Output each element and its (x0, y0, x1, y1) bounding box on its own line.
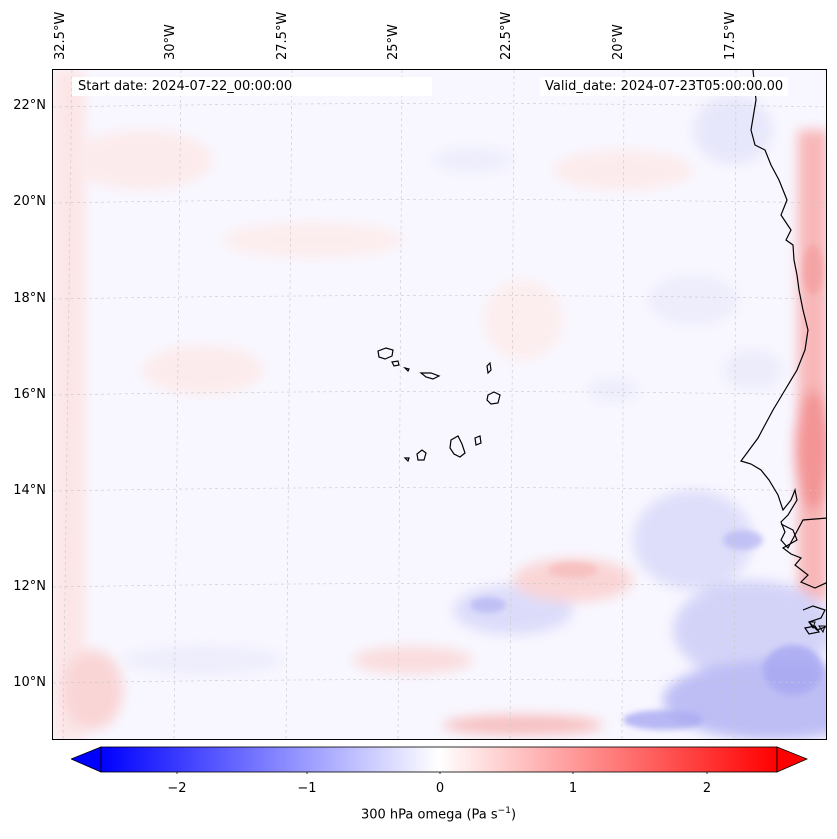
lat-label-10n: 10°N (13, 675, 46, 690)
map-gridlines (53, 70, 826, 739)
colorbar-gradient (100, 746, 778, 773)
colorbar-label: 300 hPa omega (Pa s−1) (0, 806, 837, 822)
bijagos-islands (808, 621, 826, 634)
omega-field-map (53, 70, 826, 739)
omega-colorbar (71, 746, 809, 774)
colorbar-extend-low (71, 746, 102, 773)
island-sao-vicente (391, 360, 400, 367)
lon-label-25w: 25°W (386, 24, 401, 60)
island-sal (486, 361, 492, 375)
colorbar-tick-neg2: −2 (167, 781, 187, 796)
lat-label-22n: 22°N (13, 98, 46, 113)
omega-map-panel[interactable] (52, 69, 827, 740)
lon-label-17-5w: 17.5°W (723, 11, 738, 60)
colorbar-extend-high (776, 746, 809, 773)
colorbar-tick-neg1: −1 (297, 781, 317, 796)
lon-label-27-5w: 27.5°W (275, 11, 290, 60)
island-brava (403, 457, 410, 463)
colorbar-label-text: 300 hPa omega (Pa s (360, 807, 498, 823)
island-fogo (416, 449, 427, 461)
lon-label-30w: 30°W (163, 24, 178, 60)
lat-label-16n: 16°N (13, 387, 46, 402)
lat-label-14n: 14°N (13, 483, 46, 498)
lon-label-22-5w: 22.5°W (499, 11, 514, 60)
gambia-senegal-coast (780, 523, 826, 589)
colorbar-tick-2: 2 (702, 781, 712, 796)
island-boa-vista (486, 391, 501, 405)
west-africa-coastline (740, 70, 826, 550)
island-maio (474, 435, 482, 446)
island-santa-luzia (403, 366, 410, 373)
island-santiago (449, 435, 466, 458)
island-sao-nicolau (419, 372, 441, 380)
lat-label-18n: 18°N (13, 291, 46, 306)
colorbar-tick-0: 0 (435, 781, 445, 796)
start-date-label: Start date: 2024-07-22_00:00:00 (72, 77, 433, 96)
colorbar-label-exponent: −1 (497, 806, 511, 816)
colorbar-tick-1: 1 (568, 781, 578, 796)
lat-label-20n: 20°N (13, 194, 46, 209)
omega-anomaly-patches (53, 70, 826, 739)
cape-verde-islands (377, 347, 501, 463)
lon-label-20w: 20°W (611, 24, 626, 60)
colorbar-tick-marks (176, 772, 708, 774)
colorbar-label-end: ) (510, 807, 517, 823)
lat-label-12n: 12°N (13, 579, 46, 594)
omega-small-features (470, 245, 823, 730)
lon-label-32-5w: 32.5°W (53, 11, 68, 60)
island-santo-antao (377, 347, 394, 360)
valid-date-label: Valid_date: 2024-07-23T05:00:00.00 (540, 77, 789, 96)
